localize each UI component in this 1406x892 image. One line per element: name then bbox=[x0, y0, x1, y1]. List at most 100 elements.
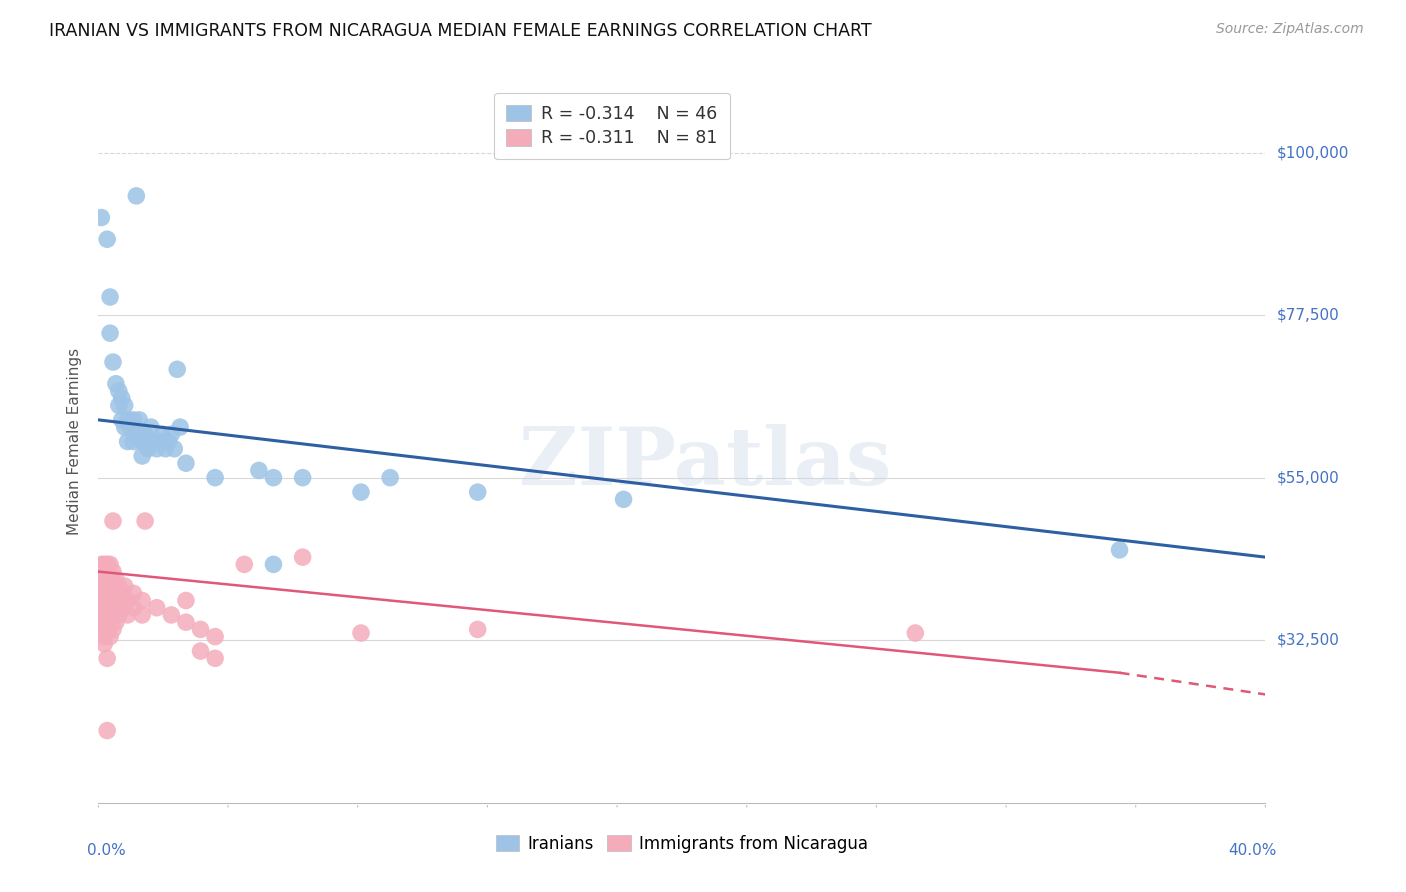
Point bbox=[96, 579, 118, 593]
Point bbox=[114, 398, 136, 412]
Point bbox=[90, 575, 112, 590]
Point bbox=[166, 362, 188, 376]
Legend: Iranians, Immigrants from Nicaragua: Iranians, Immigrants from Nicaragua bbox=[489, 828, 875, 860]
Point bbox=[169, 420, 191, 434]
Point bbox=[93, 615, 115, 630]
Point bbox=[101, 355, 124, 369]
Point bbox=[90, 565, 112, 579]
Point bbox=[93, 600, 115, 615]
Point bbox=[96, 615, 118, 630]
Point bbox=[125, 189, 148, 203]
Point bbox=[122, 586, 145, 600]
Point bbox=[467, 623, 489, 637]
Point bbox=[93, 623, 115, 637]
Point bbox=[108, 398, 131, 412]
Point bbox=[262, 558, 284, 572]
Point bbox=[114, 420, 136, 434]
Point bbox=[262, 470, 284, 484]
Text: $55,000: $55,000 bbox=[1277, 470, 1340, 485]
Point bbox=[98, 572, 121, 586]
Point bbox=[96, 572, 118, 586]
Point bbox=[90, 590, 112, 604]
Point bbox=[93, 593, 115, 607]
Point bbox=[155, 442, 177, 456]
Point bbox=[101, 565, 124, 579]
Point bbox=[108, 607, 131, 622]
Point bbox=[114, 579, 136, 593]
Point bbox=[101, 623, 124, 637]
Point bbox=[139, 420, 162, 434]
Point bbox=[96, 586, 118, 600]
Y-axis label: Median Female Earnings: Median Female Earnings bbox=[67, 348, 83, 535]
Point bbox=[96, 723, 118, 738]
Point bbox=[98, 326, 121, 340]
Point bbox=[174, 456, 197, 470]
Point bbox=[146, 442, 169, 456]
Point bbox=[93, 558, 115, 572]
Point bbox=[90, 561, 112, 575]
Point bbox=[93, 637, 115, 651]
Point bbox=[108, 579, 131, 593]
Point bbox=[350, 485, 373, 500]
Point bbox=[174, 593, 197, 607]
Point bbox=[90, 211, 112, 225]
Point bbox=[157, 434, 180, 449]
Point bbox=[122, 434, 145, 449]
Point bbox=[117, 593, 139, 607]
Point bbox=[98, 586, 121, 600]
Point bbox=[117, 434, 139, 449]
Text: 0.0%: 0.0% bbox=[87, 843, 125, 857]
Point bbox=[142, 434, 165, 449]
Point bbox=[104, 615, 127, 630]
Point bbox=[174, 615, 197, 630]
Point bbox=[93, 572, 115, 586]
Point bbox=[101, 514, 124, 528]
Point bbox=[122, 413, 145, 427]
Point bbox=[104, 572, 127, 586]
Point bbox=[90, 572, 112, 586]
Point bbox=[96, 232, 118, 246]
Point bbox=[136, 442, 159, 456]
Point bbox=[96, 600, 118, 615]
Point bbox=[131, 449, 153, 463]
Point bbox=[98, 290, 121, 304]
Point bbox=[90, 600, 112, 615]
Point bbox=[93, 579, 115, 593]
Text: ZIPatlas: ZIPatlas bbox=[519, 425, 891, 502]
Point bbox=[120, 420, 142, 434]
Point bbox=[350, 626, 373, 640]
Point bbox=[612, 492, 634, 507]
Point bbox=[190, 644, 212, 658]
Point bbox=[114, 593, 136, 607]
Text: IRANIAN VS IMMIGRANTS FROM NICARAGUA MEDIAN FEMALE EARNINGS CORRELATION CHART: IRANIAN VS IMMIGRANTS FROM NICARAGUA MED… bbox=[49, 22, 872, 40]
Point bbox=[117, 607, 139, 622]
Point bbox=[90, 568, 112, 582]
Point bbox=[101, 607, 124, 622]
Point bbox=[122, 600, 145, 615]
Point bbox=[98, 630, 121, 644]
Point bbox=[160, 427, 183, 442]
Point bbox=[98, 600, 121, 615]
Point bbox=[380, 470, 402, 484]
Point bbox=[104, 600, 127, 615]
Point bbox=[90, 558, 112, 572]
Point bbox=[467, 485, 489, 500]
Point bbox=[131, 434, 153, 449]
Point bbox=[160, 607, 183, 622]
Point bbox=[93, 607, 115, 622]
Point bbox=[90, 579, 112, 593]
Point bbox=[93, 586, 115, 600]
Point bbox=[96, 651, 118, 665]
Point bbox=[90, 593, 112, 607]
Point bbox=[111, 413, 134, 427]
Point bbox=[90, 582, 112, 597]
Point bbox=[149, 434, 172, 449]
Point bbox=[96, 558, 118, 572]
Text: 40.0%: 40.0% bbox=[1229, 843, 1277, 857]
Point bbox=[131, 607, 153, 622]
Point bbox=[98, 558, 121, 572]
Point bbox=[204, 630, 226, 644]
Point bbox=[96, 565, 118, 579]
Point bbox=[125, 427, 148, 442]
Point bbox=[108, 384, 131, 398]
